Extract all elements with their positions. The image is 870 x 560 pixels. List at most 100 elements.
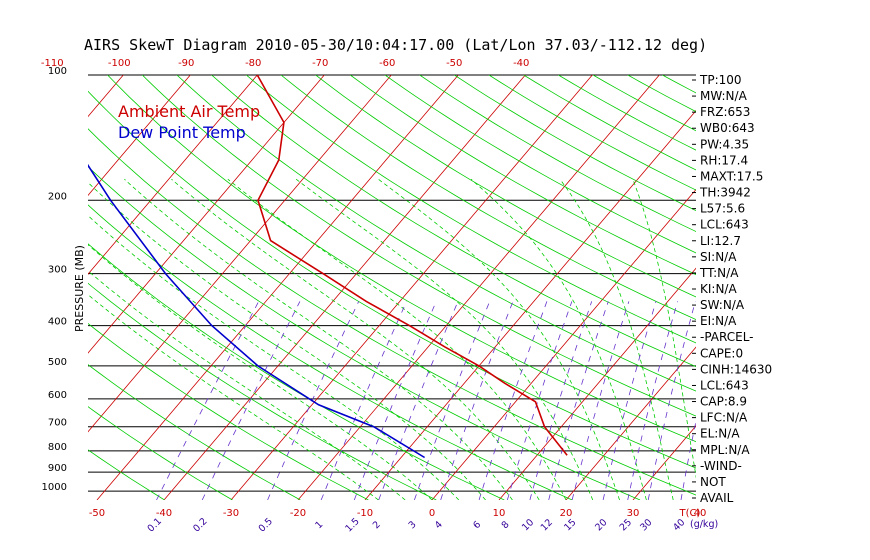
dry-adiabat-line: [315, 75, 696, 298]
temp-tick-label: 40: [694, 508, 707, 519]
top-temp-tick-label: -100: [108, 58, 131, 69]
dry-adiabat-line: [211, 75, 696, 368]
mixing-ratio-tick-label: 30: [638, 517, 654, 533]
mixing-ratio-tick-label: 3: [407, 519, 419, 531]
mixing-ratio-lines: [156, 301, 696, 500]
moist-adiabat-line: [88, 294, 379, 500]
y-axis-label: PRESSURE (MB): [73, 245, 86, 332]
dry-adiabat-line: [88, 166, 641, 500]
mixing-ratio-tick-label: 12: [539, 517, 555, 533]
index-item: RH:17.4: [700, 153, 748, 167]
index-item: EL:N/A: [700, 427, 740, 441]
temp-tick-label: 10: [493, 508, 506, 519]
mixing-ratio-tick-label: 8: [500, 519, 512, 531]
moist-adiabat-line: [88, 181, 486, 500]
index-item: LCL:643: [700, 378, 749, 392]
dry-adiabat-line: [88, 204, 573, 500]
mixing-ratio-tick-label: 20: [593, 517, 609, 533]
ambient-air-temp-line: [256, 75, 568, 456]
top-temp-tick-label: -40: [513, 58, 529, 69]
dry-adiabat-line: [558, 75, 696, 151]
mixing-ratio-line: [602, 301, 657, 500]
moist-adiabat-lines: [88, 178, 696, 500]
index-item: CAPE:0: [700, 346, 743, 360]
top-temp-tick-label: -70: [312, 58, 328, 69]
isotherm-line: [96, 75, 459, 500]
index-item: L57:5.6: [700, 202, 745, 216]
mixing-ratio-tick-label: 0.5: [257, 516, 275, 534]
temp-tick-label: -10: [357, 508, 373, 519]
dry-adiabat-line: [662, 75, 696, 94]
moist-adiabat-line: [88, 215, 460, 500]
index-item: TP:100: [699, 73, 742, 87]
index-item: MPL:N/A: [700, 443, 750, 457]
isotherm-line: [88, 75, 258, 275]
mixing-ratio-line: [529, 301, 593, 500]
dry-adiabat-line: [488, 75, 696, 191]
mixing-ratio-line: [414, 301, 491, 500]
top-temp-tick-label: -50: [446, 58, 462, 69]
pressure-tick-label: 500: [48, 357, 67, 368]
mixing-ratio-line: [548, 301, 609, 500]
dry-adiabat-line: [88, 282, 437, 500]
isotherm-line: [767, 75, 870, 500]
mixing-ratio-line: [647, 301, 696, 500]
dry-adiabat-line: [280, 75, 696, 321]
sounding-series: [88, 75, 568, 459]
top-temp-tick-label: -60: [379, 58, 395, 69]
dry-adiabat-line: [88, 90, 696, 469]
index-item: PW:4.35: [700, 137, 749, 151]
index-item: CINH:14630: [700, 362, 772, 376]
isotherm-line: [0, 75, 56, 500]
mixing-ratio-tick-label: 10: [520, 517, 536, 533]
temp-tick-label: 20: [560, 508, 573, 519]
pressure-tick-label: 300: [48, 265, 67, 276]
temp-tick-label: -40: [156, 508, 172, 519]
moist-adiabat-line: [632, 179, 696, 479]
isotherm-line: [88, 75, 124, 118]
mixing-ratio-line: [478, 301, 548, 500]
pressure-tick-label: 400: [48, 317, 67, 328]
moist-adiabat-line: [124, 178, 513, 500]
dry-adiabat-lines: [88, 75, 696, 500]
background-grid: [0, 75, 870, 500]
moist-adiabat-line: [470, 178, 647, 500]
index-item: MAXT:17.5: [700, 169, 763, 183]
mixing-ratio-tick-label: 2: [371, 519, 383, 531]
isotherm-line: [88, 75, 191, 196]
index-item: EI:N/A: [700, 314, 737, 328]
mixing-ratio-tick-label: 15: [562, 517, 578, 533]
mixing-ratio-line: [627, 301, 678, 500]
mixing-ratio-line: [506, 301, 573, 500]
dry-adiabat-line: [88, 323, 369, 500]
moist-adiabat-line: [227, 178, 567, 500]
mixing-ratio-line: [378, 301, 459, 500]
moist-adiabat-line: [559, 178, 674, 500]
top-temp-tick-label: -80: [245, 58, 261, 69]
temp-tick-label: 0: [429, 508, 435, 519]
index-item: WB0:643: [700, 121, 755, 135]
mixing-ratio-line: [267, 301, 360, 500]
pressure-tick-label: 100: [48, 66, 67, 77]
isotherm-line: [230, 75, 593, 500]
index-item: LI:12.7: [700, 234, 741, 248]
mixing-ratio-tick-label: 0.2: [191, 516, 209, 534]
mixing-ratio-line: [156, 301, 260, 500]
temp-tick-label: -30: [223, 508, 239, 519]
isotherm-line: [297, 75, 660, 500]
mixing-ratio-tick-label: 40: [671, 517, 687, 533]
pressure-tick-label: 600: [48, 390, 67, 401]
mixing-ratio-tick-label: 25: [618, 517, 634, 533]
mixing-ratio-line: [320, 301, 407, 500]
mixing-ratio-line: [571, 301, 630, 500]
dry-adiabat-line: [419, 75, 696, 232]
indices-panel: TP:100 MW:N/A FRZ:653 WB0:643 PW:4.35 RH:17.4…: [692, 73, 772, 505]
moist-adiabat-line: [88, 244, 433, 500]
temp-unit-label: T(C): [679, 508, 701, 519]
isobar-lines: [88, 74, 696, 492]
pressure-tick-label: 200: [48, 191, 67, 202]
dry-adiabat-line: [246, 75, 696, 344]
index-item: -WIND-: [700, 459, 742, 473]
index-item: LFC:N/A: [700, 411, 748, 425]
